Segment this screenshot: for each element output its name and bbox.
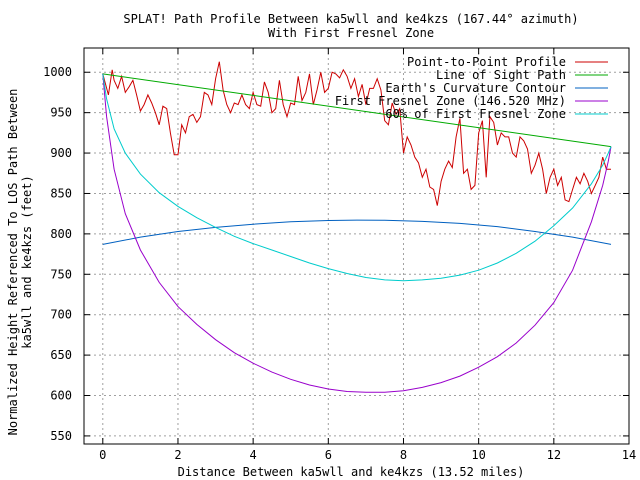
y-tick-label: 800: [50, 227, 72, 241]
y-tick-label: 550: [50, 429, 72, 443]
legend-label: Point-to-Point Profile: [407, 55, 566, 69]
y-axis-label-line1: Normalized Height Referenced To LOS Path…: [6, 89, 20, 436]
x-tick-label: 12: [547, 448, 561, 462]
y-tick-label: 850: [50, 186, 72, 200]
y-tick-label: 650: [50, 348, 72, 362]
chart-title: SPLAT! Path Profile Between ka5wll and k…: [123, 12, 578, 26]
plot-frame: [83, 47, 630, 445]
x-tick-label: 10: [471, 448, 485, 462]
x-tick-label: 0: [99, 448, 106, 462]
series-line-3: [102, 219, 612, 245]
x-tick-label: 8: [400, 448, 407, 462]
y-axis-label-line2: ka5wll and ke4kzs (feet): [20, 175, 34, 348]
series-line-2: [102, 73, 612, 148]
y-tick-label: 700: [50, 308, 72, 322]
x-tick-label: 14: [622, 448, 636, 462]
chart-subtitle: With First Fresnel Zone: [268, 26, 434, 40]
x-tick-labels: 0 2 4 6 8 10 12 14: [99, 448, 636, 462]
x-tick-label: 6: [325, 448, 332, 462]
series-lines: [102, 61, 612, 393]
x-tick-label: 2: [174, 448, 181, 462]
y-tick-label: 900: [50, 146, 72, 160]
y-tick-label: 1000: [43, 65, 72, 79]
x-tick-label: 4: [250, 448, 257, 462]
y-tick-label: 750: [50, 267, 72, 281]
y-tick-label: 600: [50, 389, 72, 403]
y-tick-labels: 550 600 650 700 750 800 850 900 950 1000: [43, 65, 72, 443]
series-line-4: [102, 73, 612, 393]
x-axis-label: Distance Between ka5wll and ke4kzs (13.5…: [178, 465, 525, 479]
series-line-5: [102, 73, 612, 282]
series-line-1: [102, 61, 611, 206]
legend-label: Line of Sight Path: [436, 68, 566, 82]
legend-label: First Fresnel Zone (146.520 MHz): [335, 94, 566, 108]
legend-label: Earth's Curvature Contour: [385, 81, 566, 95]
legend-label: 60% of First Fresnel Zone: [385, 107, 566, 121]
y-tick-label: 950: [50, 106, 72, 120]
